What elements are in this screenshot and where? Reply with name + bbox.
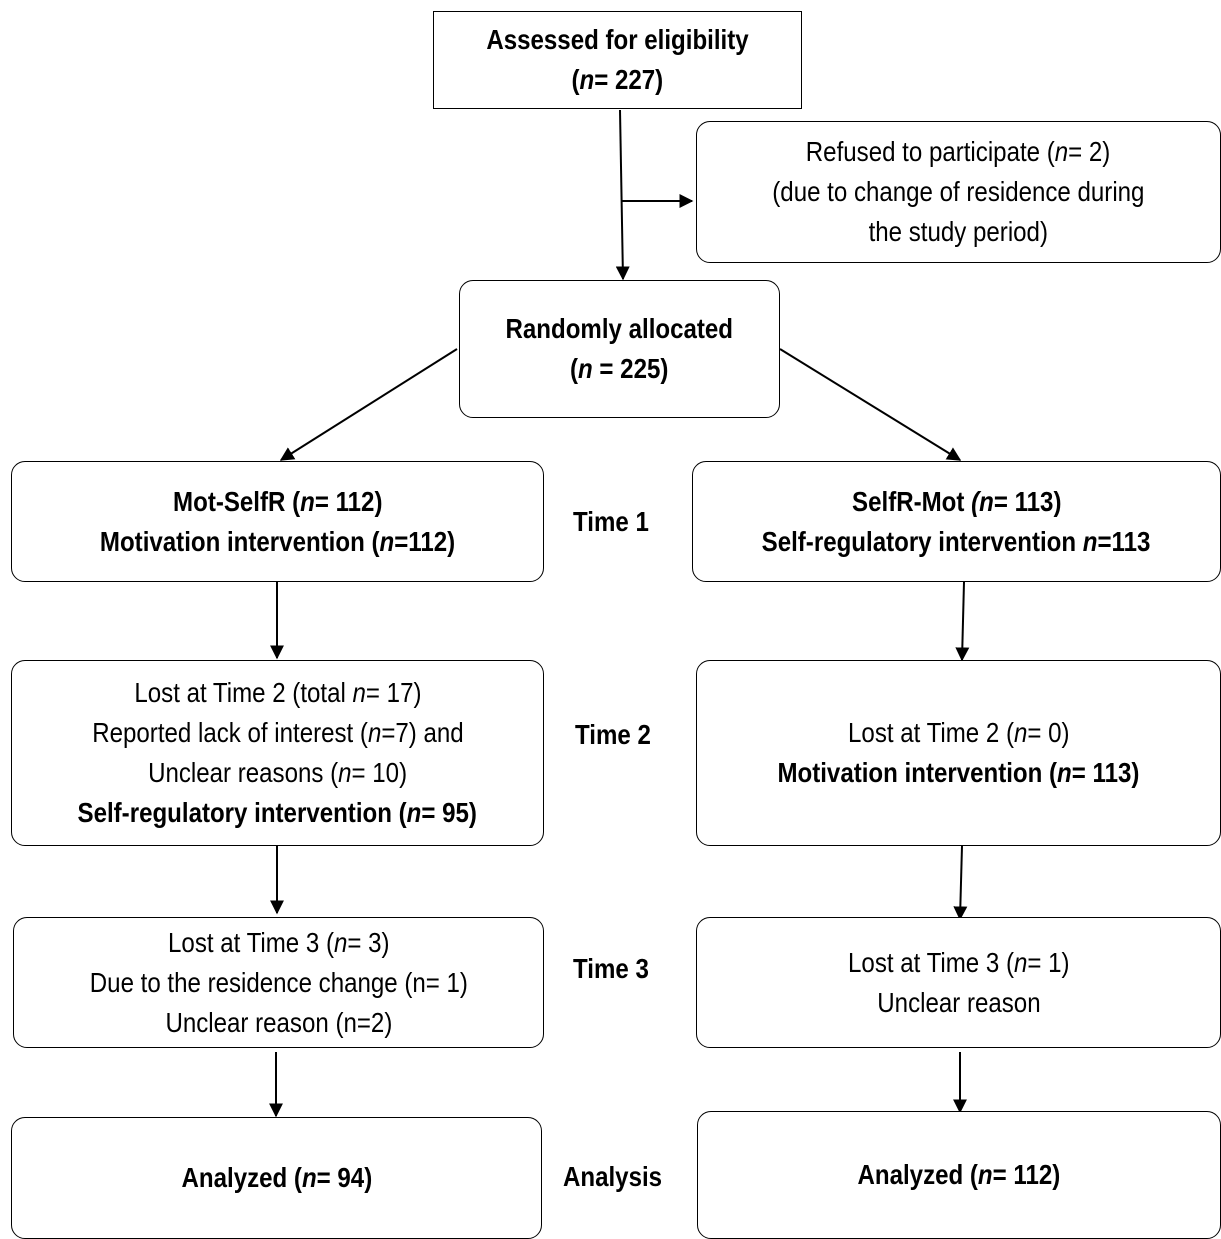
right-time3-line-2: Unclear reason: [876, 986, 1041, 1018]
refused-box: Refused to participate (n= 2) (due to ch…: [696, 121, 1221, 263]
assessed-line-2: (n= 227): [571, 64, 664, 95]
left-time3-box: Lost at Time 3 (n= 3) Due to the residen…: [13, 917, 544, 1048]
arrow-right-t1-to-t2: [955, 581, 970, 662]
left-analysis-box: Analyzed (n= 94): [11, 1117, 542, 1239]
right-time1-line-2: Self-regulatory intervention n=113: [762, 525, 1151, 557]
right-time1-line-1: SelfR-Mot (n= 113): [851, 485, 1062, 517]
arrow-randomized-to-left: [279, 348, 458, 461]
left-time1-box: Mot-SelfR (n= 112) Motivation interventi…: [11, 461, 544, 582]
arrow-randomized-to-right: [779, 348, 962, 461]
left-time1-line-1: Mot-SelfR (n= 112): [172, 485, 383, 517]
right-time2-box: Lost at Time 2 (n= 0) Motivation interve…: [696, 660, 1221, 846]
left-time2-line-4: Self-regulatory intervention (n= 95): [77, 797, 478, 828]
stage-label-time3: Time 3: [573, 953, 649, 984]
left-time3-line-2: Due to the residence change (n= 1): [89, 966, 468, 998]
refused-line-1: Refused to participate (n= 2): [806, 136, 1111, 167]
randomized-box: Randomly allocated (n = 225): [459, 280, 780, 418]
right-time2-line-1: Lost at Time 2 (n= 0): [847, 717, 1070, 748]
refused-line-2: (due to change of residence during: [772, 176, 1145, 207]
left-time2-line-3: Unclear reasons (n= 10): [147, 757, 407, 788]
left-time3-line-1: Lost at Time 3 (n= 3): [167, 926, 390, 958]
assessed-line-1: Assessed for eligibility: [486, 24, 749, 55]
arrow-right-t2-to-t3: [953, 845, 968, 921]
right-time1-box: SelfR-Mot (n= 113) Self-regulatory inter…: [692, 461, 1221, 582]
left-time3-line-3: Unclear reason (n=2): [165, 1006, 392, 1038]
arrow-assessed-to-randomized: [615, 109, 630, 281]
left-time2-line-1: Lost at Time 2 (total n= 17): [133, 677, 422, 708]
stage-label-time1: Time 1: [573, 506, 649, 537]
stage-label-time2: Time 2: [575, 719, 651, 750]
left-analysis-line-1: Analyzed (n= 94): [181, 1162, 372, 1193]
assessed-box: Assessed for eligibility (n= 227): [433, 11, 802, 109]
stage-label-analysis: Analysis: [563, 1161, 663, 1192]
right-analysis-box: Analyzed (n= 112): [697, 1111, 1221, 1239]
left-time1-line-2: Motivation intervention (n=112): [99, 525, 456, 557]
right-analysis-line-1: Analyzed (n= 112): [857, 1159, 1061, 1190]
left-time2-box: Lost at Time 2 (total n= 17) Reported la…: [11, 660, 544, 846]
randomized-line-1: Randomly allocated: [505, 313, 734, 344]
right-time2-line-2: Motivation intervention (n= 113): [777, 757, 1140, 788]
right-time3-line-1: Lost at Time 3 (n= 1): [847, 946, 1070, 978]
right-time3-box: Lost at Time 3 (n= 1) Unclear reason: [696, 917, 1221, 1048]
refused-line-3: the study period): [868, 216, 1049, 247]
left-time2-line-2: Reported lack of interest (n=7) and: [91, 717, 464, 748]
randomized-line-2: (n = 225): [570, 353, 669, 384]
